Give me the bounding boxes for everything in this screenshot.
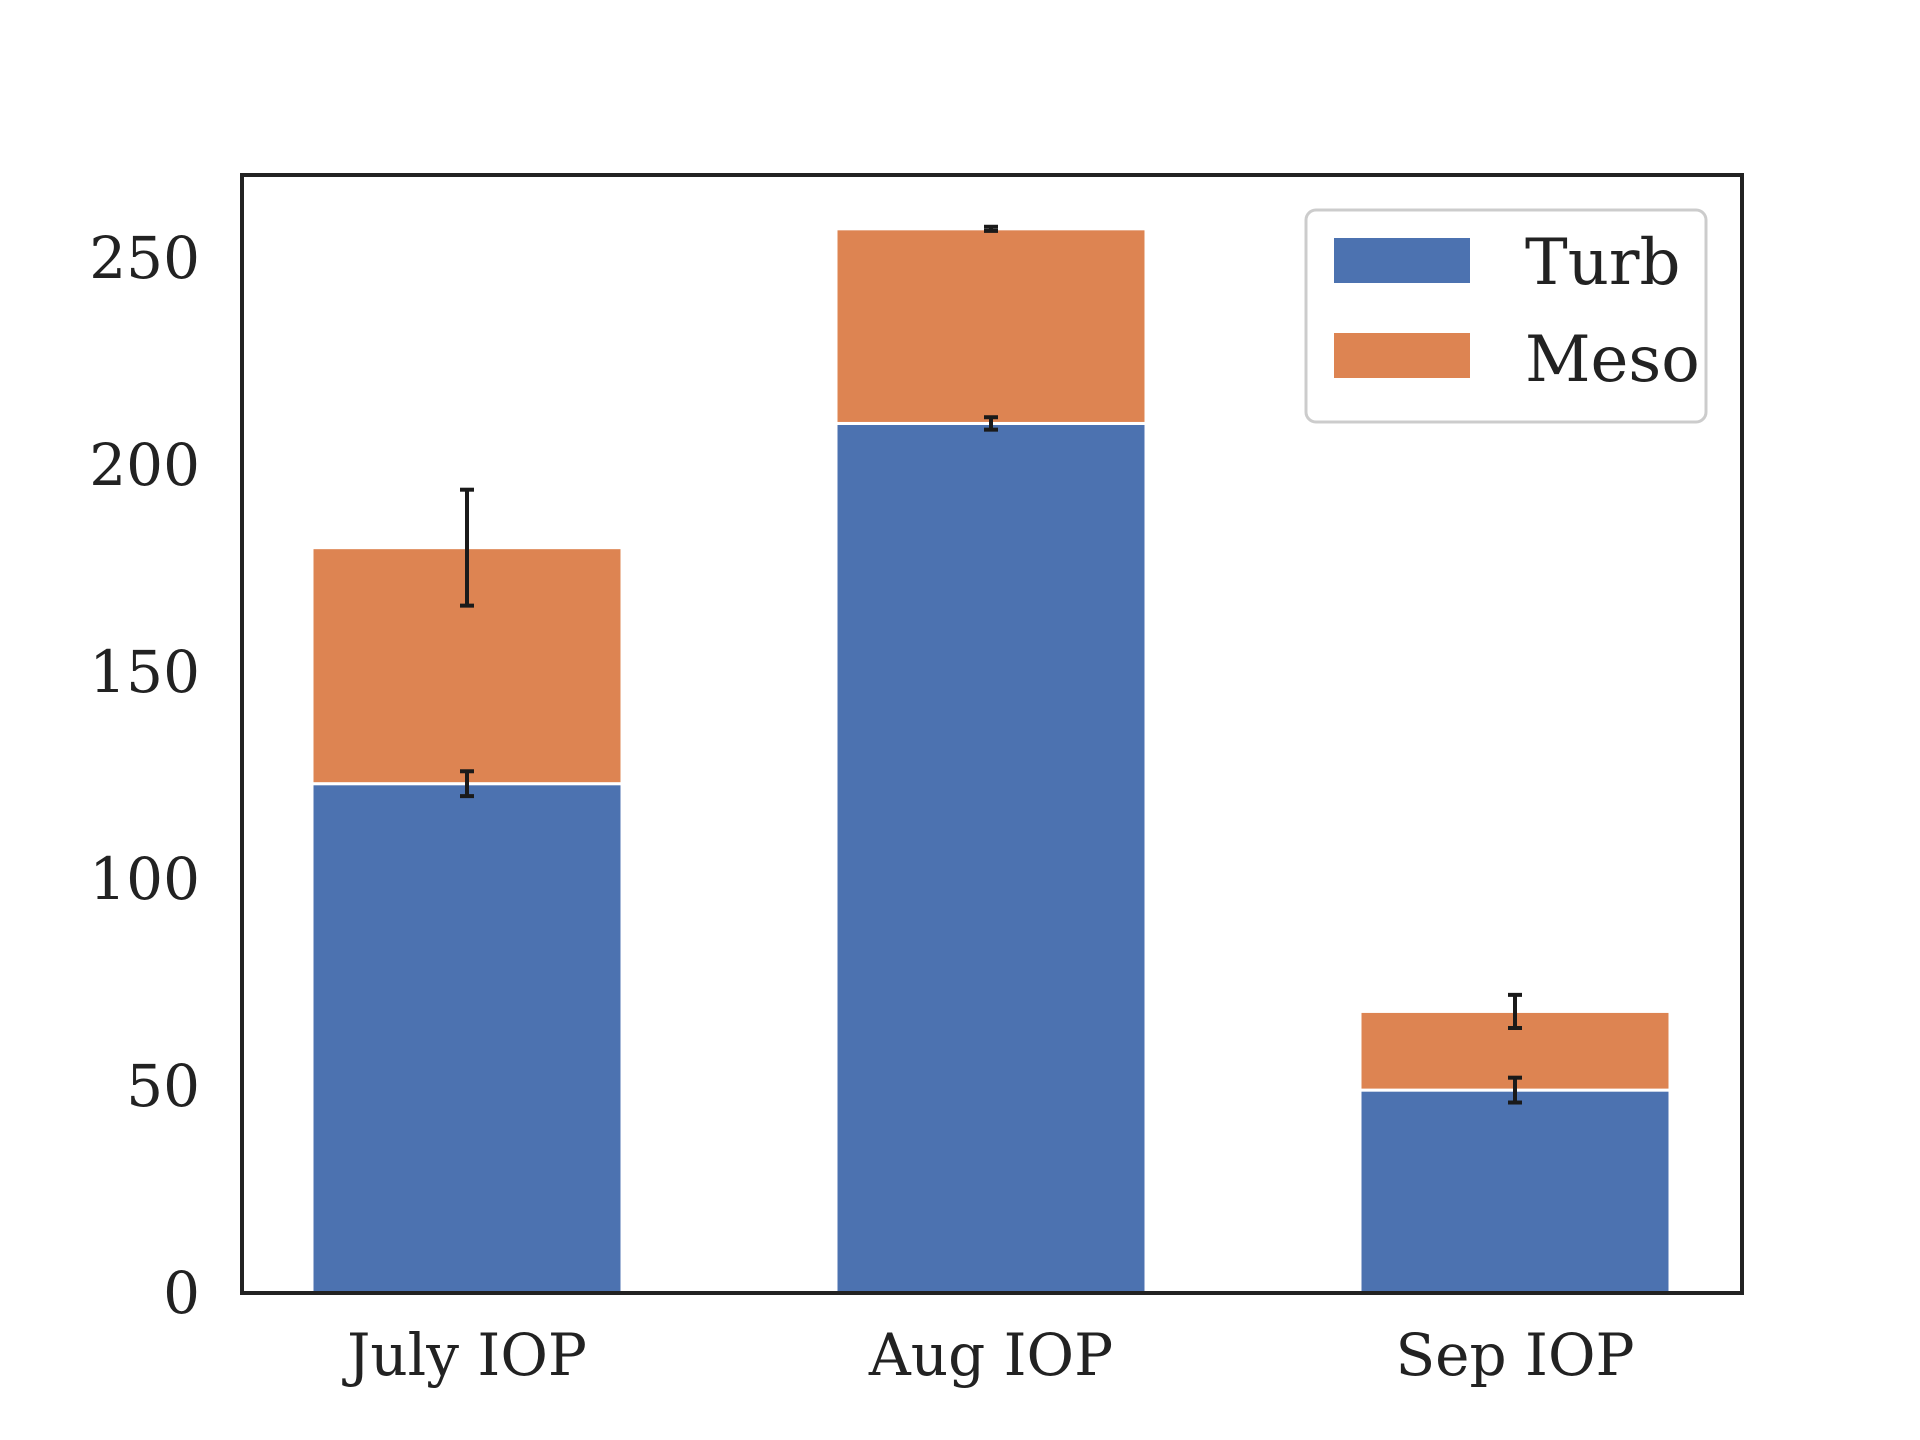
errorbar-meso-0: [460, 487, 474, 608]
bar-turb-2: [1358, 1088, 1672, 1295]
y-tick-label-100: 100: [89, 845, 200, 913]
errorbar-meso-1: [984, 224, 998, 233]
plot-frame: [240, 173, 1744, 1295]
errorbar-turb-0: [460, 769, 474, 799]
errorbar-turb-2: [1508, 1075, 1522, 1105]
y-tick-label-250: 250: [89, 224, 200, 292]
legend-label-meso: Meso: [1525, 323, 1700, 397]
bar-turb-0: [310, 782, 624, 1295]
errorbar-turb-1: [984, 415, 998, 432]
y-tick-label-0: 0: [163, 1259, 200, 1327]
y-tick-label-200: 200: [89, 431, 200, 499]
bar-turb-1: [834, 421, 1148, 1295]
legend-label-turb: Turb: [1525, 226, 1680, 300]
legend-swatch-meso: [1334, 333, 1470, 378]
x-axis-ticks: July IOP Aug IOP Sep IOP: [342, 1321, 1634, 1389]
errorbars-layer: [460, 224, 1522, 1105]
x-tick-label-0: July IOP: [342, 1321, 587, 1389]
legend: Turb Meso: [1304, 208, 1708, 424]
bar-meso-1: [834, 227, 1148, 425]
y-axis-ticks: 0 50 100 150 200 250: [89, 224, 200, 1327]
x-tick-label-2: Sep IOP: [1395, 1321, 1634, 1389]
x-tick-label-1: Aug IOP: [868, 1321, 1113, 1389]
y-tick-label-150: 150: [89, 638, 200, 706]
legend-swatch-turb: [1334, 238, 1470, 283]
errorbar-meso-2: [1508, 992, 1522, 1030]
y-tick-label-50: 50: [126, 1052, 200, 1120]
